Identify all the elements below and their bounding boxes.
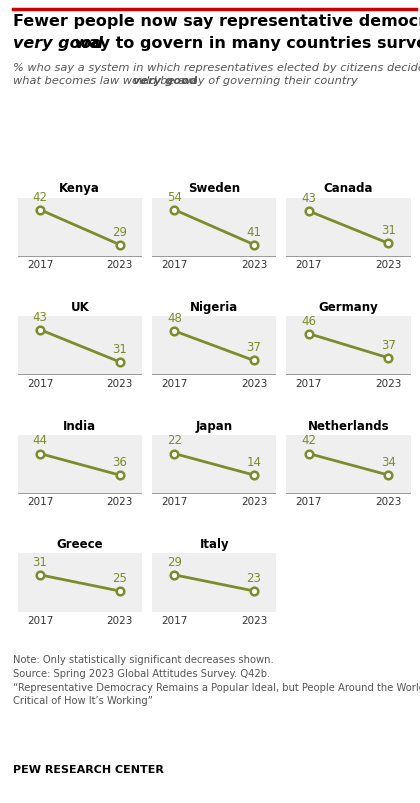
Text: Greece: Greece <box>56 537 103 551</box>
Text: way of governing their country: way of governing their country <box>178 75 358 85</box>
Text: Nigeria: Nigeria <box>190 300 238 313</box>
Text: Japan: Japan <box>196 419 233 432</box>
Text: way to govern in many countries surveyed: way to govern in many countries surveyed <box>69 36 420 51</box>
Text: 2023: 2023 <box>106 260 133 270</box>
Text: 42: 42 <box>32 190 47 203</box>
Text: 22: 22 <box>167 434 182 447</box>
Text: 48: 48 <box>167 312 182 324</box>
Text: India: India <box>63 419 96 432</box>
Text: 2023: 2023 <box>106 615 133 625</box>
Text: Kenya: Kenya <box>59 182 100 195</box>
Text: 31: 31 <box>381 224 396 237</box>
Text: Fewer people now say representative democracy is a: Fewer people now say representative demo… <box>13 14 420 30</box>
Text: 25: 25 <box>112 571 127 584</box>
Text: 2017: 2017 <box>27 260 53 270</box>
Text: 46: 46 <box>301 314 316 327</box>
Text: Note: Only statistically significant decreases shown.: Note: Only statistically significant dec… <box>13 654 273 664</box>
Text: 2017: 2017 <box>296 496 322 507</box>
Text: 2023: 2023 <box>241 378 267 388</box>
Text: 2017: 2017 <box>27 496 53 507</box>
Text: 2017: 2017 <box>161 615 188 625</box>
Text: UK: UK <box>71 300 89 313</box>
Text: 54: 54 <box>167 190 182 203</box>
Text: Canada: Canada <box>324 182 373 195</box>
Text: 2017: 2017 <box>161 378 188 388</box>
Text: 2023: 2023 <box>375 378 402 388</box>
Text: 41: 41 <box>247 225 262 238</box>
Text: 37: 37 <box>381 338 396 351</box>
Text: Italy: Italy <box>200 537 229 551</box>
Text: 29: 29 <box>112 225 127 238</box>
Text: 2017: 2017 <box>27 615 53 625</box>
Text: 2023: 2023 <box>241 260 267 270</box>
Text: Source: Spring 2023 Global Attitudes Survey. Q42b.: Source: Spring 2023 Global Attitudes Sur… <box>13 668 270 678</box>
Text: 2023: 2023 <box>106 496 133 507</box>
Text: 23: 23 <box>247 571 261 584</box>
Text: 2017: 2017 <box>161 260 188 270</box>
Text: 2023: 2023 <box>106 378 133 388</box>
Text: % who say a system in which representatives elected by citizens decide: % who say a system in which representati… <box>13 63 420 72</box>
Text: Sweden: Sweden <box>188 182 240 195</box>
Text: Germany: Germany <box>319 300 378 313</box>
Text: 31: 31 <box>112 342 127 355</box>
Text: 42: 42 <box>301 434 316 447</box>
Text: 29: 29 <box>167 555 182 568</box>
Text: Netherlands: Netherlands <box>308 419 389 432</box>
Text: 2023: 2023 <box>375 496 402 507</box>
Text: 2017: 2017 <box>296 378 322 388</box>
Text: very good: very good <box>133 75 197 85</box>
Text: what becomes law would be a: what becomes law would be a <box>13 75 188 85</box>
Text: 2023: 2023 <box>241 496 267 507</box>
Text: 2023: 2023 <box>241 615 267 625</box>
Text: very good: very good <box>13 36 103 51</box>
Text: Critical of How It’s Working”: Critical of How It’s Working” <box>13 695 152 705</box>
Text: 2017: 2017 <box>27 378 53 388</box>
Text: 34: 34 <box>381 455 396 468</box>
Text: 43: 43 <box>33 310 47 323</box>
Text: PEW RESEARCH CENTER: PEW RESEARCH CENTER <box>13 764 163 774</box>
Text: 2017: 2017 <box>296 260 322 270</box>
Text: 2017: 2017 <box>161 496 188 507</box>
Text: 31: 31 <box>33 555 47 568</box>
Text: 36: 36 <box>112 455 127 468</box>
Text: “Representative Democracy Remains a Popular Ideal, but People Around the World A: “Representative Democracy Remains a Popu… <box>13 682 420 691</box>
Text: 37: 37 <box>247 341 261 354</box>
Text: 44: 44 <box>32 434 47 447</box>
Text: 2023: 2023 <box>375 260 402 270</box>
Text: 43: 43 <box>302 192 316 205</box>
Text: 14: 14 <box>247 455 262 468</box>
